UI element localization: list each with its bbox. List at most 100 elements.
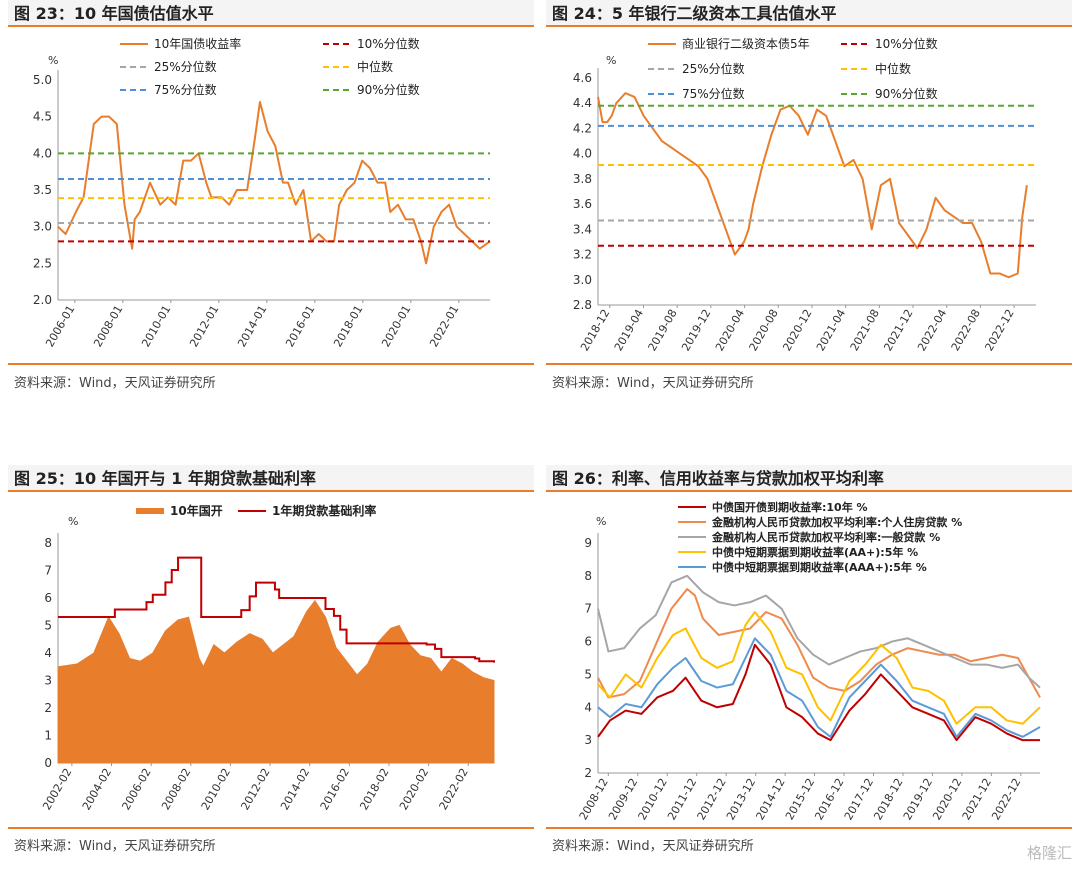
divider: [546, 363, 1072, 365]
x-tick-label: 2020-04: [713, 307, 747, 353]
y-unit-label: %: [68, 515, 78, 528]
source-note: 资料来源：Wind，天风证券研究所: [14, 839, 216, 854]
y-tick-label: 4.2: [573, 121, 592, 135]
legend-label-4: 75%分位数: [682, 86, 745, 101]
x-tick-label: 2022-04: [915, 307, 949, 353]
series-line-0: [57, 101, 491, 265]
y-tick-label: 6: [44, 591, 52, 605]
chart-svg-23: % 2.0 2.5 3.0 3.5 4.0 4.5 5.0 2006-01 2008-01 2010…: [33, 36, 491, 349]
y-tick-label: 2: [44, 701, 52, 715]
divider: [546, 827, 1072, 829]
legend-label-0: 10年国债收益率: [154, 36, 241, 51]
x-tick-label: 2018-01: [331, 303, 365, 349]
y-tick-label: 0: [44, 756, 52, 770]
chart-panel-23: 图 23：10 年国债估值水平 % 2.0 2.5 3.0 3.5 4.0 4.5 5.0 20…: [8, 0, 534, 400]
x-tick-label: 2014-02: [278, 766, 312, 812]
y-tick-label: 5: [44, 619, 52, 633]
x-tick-label: 2022-02: [437, 766, 471, 812]
y-tick-label: 8: [44, 536, 52, 550]
legend-label-0: 中债国开债到期收益率:10年 %: [712, 500, 868, 514]
legend-label-2: 25%分位数: [682, 61, 745, 76]
series-line-2: [597, 574, 1041, 689]
y-tick-label: 4: [584, 700, 592, 714]
legend-label-3: 中位数: [357, 59, 393, 74]
y-tick-label: 1: [44, 729, 52, 743]
x-tick-label: 2008-01: [91, 303, 125, 349]
y-tick-label: 3.5: [33, 183, 52, 197]
chart-title-25: 图 25：10 年国开与 1 年期贷款基础利率: [8, 465, 534, 492]
legend-label-3: 中债中短期票据到期收益率(AA+):5年 %: [712, 545, 918, 559]
legend-label-1: 金融机构人民币贷款加权平均利率:个人住房贷款 %: [711, 515, 962, 529]
x-tick-label: 2010-02: [199, 766, 233, 812]
y-tick-label: 6: [584, 635, 592, 649]
x-tick-label: 2018-12: [578, 307, 612, 353]
y-tick-label: 7: [44, 564, 52, 578]
legend-label-4: 中债中短期票据到期收益率(AAA+):5年 %: [712, 560, 927, 574]
y-tick-label: 2.5: [33, 256, 52, 270]
x-tick-label: 2019-04: [612, 307, 646, 353]
legend-label-1: 10%分位数: [875, 36, 938, 51]
x-tick-label: 2016-02: [318, 766, 352, 812]
source-note: 资料来源：Wind，天风证券研究所: [552, 839, 754, 854]
chart-title-23: 图 23：10 年国债估值水平: [8, 0, 534, 27]
legend-label-1: 1年期贷款基础利率: [272, 503, 376, 518]
y-tick-label: 3.6: [573, 197, 592, 211]
legend-label-2: 25%分位数: [154, 59, 217, 74]
series-line-4: [597, 637, 1041, 738]
y-tick-label: 4: [44, 646, 52, 660]
series-line-0: [597, 92, 1028, 279]
x-tick-label: 2019-08: [646, 307, 680, 353]
y-tick-label: 8: [584, 569, 592, 583]
legend-label-2: 金融机构人民币贷款加权平均利率:一般贷款 %: [711, 530, 940, 544]
y-tick-label: 3.0: [573, 273, 592, 287]
chart-panel-24: 图 24：5 年银行二级资本工具估值水平 % 2.8 3.0 3.2 3.4 3.6 3.8…: [546, 0, 1072, 400]
y-tick-label: 3.0: [33, 220, 52, 234]
chart-title-26: 图 26：利率、信用收益率与贷款加权平均利率: [546, 465, 1072, 492]
y-tick-label: 3: [44, 674, 52, 688]
x-tick-label: 2022-12: [989, 776, 1023, 822]
chart-panel-25: 图 25：10 年国开与 1 年期贷款基础利率 % 0 1 2 3 4 5 6 7 8 2002-0…: [8, 465, 534, 865]
x-tick-label: 2021-08: [848, 307, 882, 353]
x-tick-label: 2020-08: [747, 307, 781, 353]
legend-label-4: 75%分位数: [154, 82, 217, 97]
divider: [8, 363, 534, 365]
x-tick-label: 2022-08: [949, 307, 983, 353]
y-tick-label: 9: [584, 536, 592, 550]
y-unit-label: %: [48, 54, 58, 67]
y-tick-label: 2.0: [33, 293, 52, 307]
series-area-0: [57, 599, 495, 764]
series-step-1: [58, 556, 495, 663]
x-tick-label: 2022-12: [982, 307, 1016, 353]
y-tick-label: 4.5: [33, 110, 52, 124]
divider: [8, 827, 534, 829]
x-tick-label: 2022-01: [427, 303, 461, 349]
series-line-1: [597, 588, 1041, 699]
y-tick-label: 5.0: [33, 73, 52, 87]
source-note: 资料来源：Wind，天风证券研究所: [552, 376, 754, 391]
x-tick-label: 2021-04: [814, 307, 848, 353]
x-tick-label: 2004-02: [80, 766, 114, 812]
legend-label-3: 中位数: [875, 61, 911, 76]
x-tick-label: 2018-02: [357, 766, 391, 812]
y-tick-label: 3.8: [573, 172, 592, 186]
y-tick-label: 3.2: [573, 248, 592, 262]
x-tick-label: 2002-02: [40, 766, 74, 812]
x-tick-label: 2006-02: [120, 766, 154, 812]
x-tick-label: 2012-02: [238, 766, 272, 812]
legend-label-5: 90%分位数: [357, 82, 420, 97]
y-unit-label: %: [596, 515, 606, 528]
y-tick-label: 4.0: [573, 147, 592, 161]
x-tick-label: 2008-02: [159, 766, 193, 812]
x-tick-label: 2012-01: [187, 303, 221, 349]
x-tick-label: 2020-02: [397, 766, 431, 812]
legend-label-0: 商业银行二级资本债5年: [682, 36, 810, 51]
source-note: 资料来源：Wind，天风证券研究所: [14, 376, 216, 391]
legend-label-5: 90%分位数: [875, 86, 938, 101]
y-tick-label: 5: [584, 667, 592, 681]
y-tick-label: 2.8: [573, 298, 592, 312]
x-tick-label: 2016-01: [283, 303, 317, 349]
chart-title-24: 图 24：5 年银行二级资本工具估值水平: [546, 0, 1072, 27]
chart-svg-26: %234567892008-122009-122010-122011-12201…: [577, 500, 1041, 822]
